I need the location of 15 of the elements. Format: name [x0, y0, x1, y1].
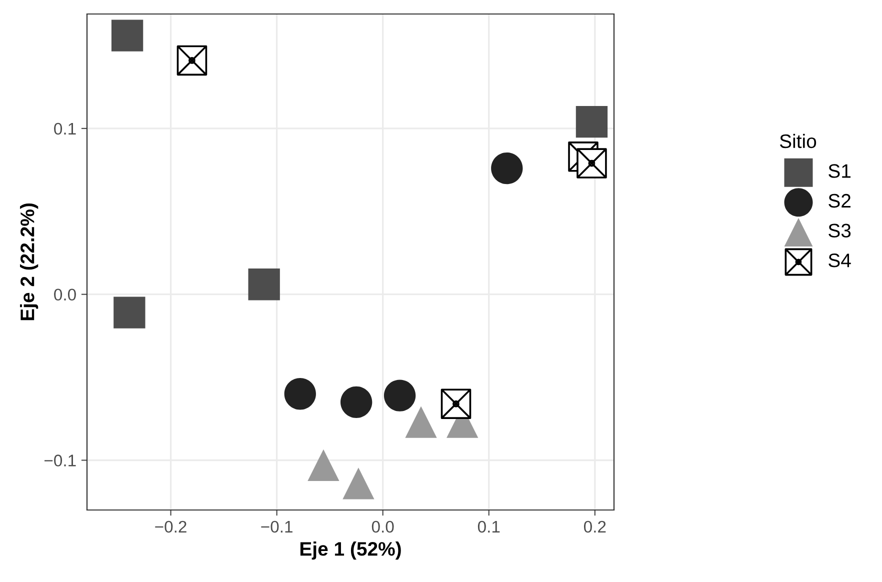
y-tick-label: −0.1 [44, 454, 76, 466]
x-tick-label: −0.1 [261, 520, 292, 533]
x-tick-label: 0.1 [478, 520, 500, 533]
y-tick-label: 0.1 [54, 122, 76, 135]
x-tick-label: 0.0 [372, 520, 394, 533]
y-axis-title: Eje 2 (22.2%) [20, 204, 38, 320]
legend-label: S4 [828, 254, 851, 268]
legend-label: S2 [828, 194, 850, 208]
legend-title: Sitio [780, 134, 816, 148]
x-axis-title: Eje 1 (52%) [300, 542, 401, 560]
x-tick-label: −0.2 [155, 520, 186, 533]
legend-label: S3 [828, 224, 851, 238]
y-tick-label: 0.0 [54, 288, 76, 301]
x-tick-label: 0.2 [584, 520, 606, 533]
legend-label: S1 [828, 164, 851, 178]
